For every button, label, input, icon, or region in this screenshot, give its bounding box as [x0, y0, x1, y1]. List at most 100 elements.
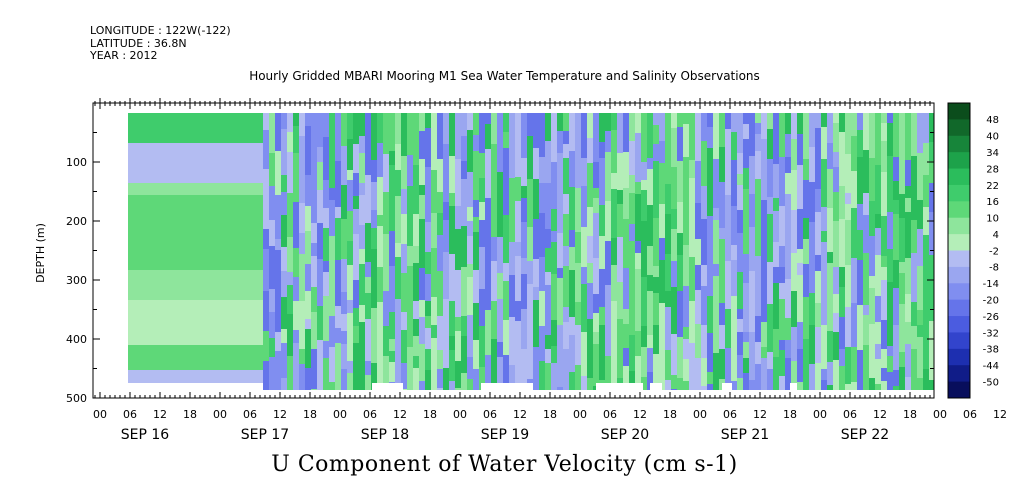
missing-data-gap	[481, 383, 533, 390]
heatmap-cell	[617, 113, 624, 153]
heatmap-cell	[881, 123, 888, 141]
heatmap-cell	[809, 147, 816, 182]
heatmap-cell	[731, 352, 738, 381]
heatmap-cell	[665, 380, 672, 390]
heatmap-cell	[263, 249, 270, 291]
heatmap-cell	[719, 325, 726, 349]
heatmap-cell	[581, 113, 588, 158]
heatmap-cell	[347, 361, 354, 373]
heatmap-cell	[557, 268, 564, 278]
heatmap-cell	[269, 113, 276, 143]
heatmap-cell	[785, 279, 792, 318]
heatmap-cell	[281, 215, 288, 247]
heatmap-cell	[761, 200, 768, 231]
heatmap-cell	[761, 113, 768, 139]
heatmap-cell	[521, 258, 528, 274]
heatmap-cell	[821, 231, 828, 242]
heatmap-cell	[869, 378, 876, 390]
heatmap-cell	[575, 113, 582, 143]
heatmap-cell	[497, 237, 504, 273]
heatmap-cell	[929, 161, 934, 183]
heatmap-cell	[341, 344, 348, 369]
missing-data-gap	[790, 383, 797, 390]
heatmap-cell	[809, 293, 816, 325]
heatmap-cell	[875, 296, 882, 322]
heatmap-cell	[587, 113, 594, 138]
heatmap-cell	[545, 183, 552, 205]
heatmap-cell	[773, 329, 780, 357]
heatmap-cell	[335, 161, 342, 207]
heatmap-cell	[293, 277, 300, 301]
heatmap-cell	[293, 248, 300, 277]
heatmap-cell	[287, 356, 294, 390]
heatmap-cell	[551, 231, 558, 242]
x-day-label: SEP 21	[721, 427, 769, 443]
heatmap-cell	[857, 230, 864, 260]
heatmap-cell	[599, 205, 606, 236]
heatmap-cell	[731, 113, 738, 132]
heatmap-cell	[731, 245, 738, 260]
colorbar-swatch	[948, 135, 970, 153]
heatmap-cell	[761, 231, 768, 273]
heatmap-cell	[791, 170, 798, 210]
heatmap-cell	[917, 325, 924, 337]
heatmap-cell	[629, 113, 636, 141]
heatmap-cell	[347, 265, 354, 288]
x-tick-label: 06	[963, 408, 977, 421]
x-tick-label: 12	[153, 408, 167, 421]
heatmap-cell	[827, 263, 834, 291]
heatmap-cell	[707, 296, 714, 321]
heatmap-cell	[437, 235, 444, 271]
heatmap-cell	[833, 379, 840, 390]
heatmap-cell	[305, 231, 312, 264]
heatmap-cell	[647, 169, 654, 205]
heatmap-cell	[809, 204, 816, 222]
heatmap-cell	[713, 159, 720, 176]
heatmap-cell	[695, 113, 702, 161]
heatmap-cell	[569, 230, 576, 247]
heatmap-cell	[557, 372, 564, 387]
heatmap-cell	[353, 326, 360, 343]
heatmap-cell	[575, 325, 582, 365]
heatmap-cell	[647, 291, 654, 335]
heatmap-cell	[329, 200, 336, 236]
heatmap-cell	[899, 273, 906, 304]
heatmap-cell	[269, 153, 276, 186]
heatmap-cell	[317, 239, 324, 259]
heatmap-cell	[371, 249, 378, 269]
heatmap-cell	[821, 127, 828, 159]
heatmap-cell	[611, 173, 618, 189]
heatmap-cell	[905, 212, 912, 258]
heatmap-cell	[299, 170, 306, 203]
heatmap-cell	[467, 113, 474, 130]
heatmap-cell	[773, 123, 780, 164]
heatmap-cell	[497, 196, 504, 237]
heatmap-cell	[425, 222, 432, 252]
heatmap-cell	[677, 113, 684, 127]
heatmap-cell	[671, 287, 678, 334]
heatmap-cell	[833, 221, 840, 257]
heatmap-cell	[881, 172, 888, 216]
heatmap-cell	[623, 348, 630, 366]
heatmap-cell	[389, 113, 396, 151]
heatmap-cell	[641, 190, 648, 221]
heatmap-cell	[671, 113, 678, 128]
heatmap-cell	[689, 343, 696, 390]
heatmap-cell	[527, 179, 534, 227]
heatmap-cell	[815, 303, 822, 327]
colorbar-swatch	[948, 250, 970, 268]
heatmap-cell	[923, 356, 930, 369]
heatmap-cell	[425, 128, 432, 167]
heatmap-cell	[443, 220, 450, 252]
heatmap-cell	[431, 213, 438, 248]
x-tick-label: 18	[663, 408, 677, 421]
heatmap-cell	[287, 132, 294, 152]
heatmap-cell	[263, 130, 270, 169]
heatmap-cell	[419, 131, 426, 159]
heatmap-cell	[485, 113, 492, 124]
heatmap-cell	[689, 113, 696, 160]
heatmap-cell	[587, 378, 594, 390]
heatmap-cell	[617, 190, 624, 204]
heatmap-cell	[383, 192, 390, 234]
heatmap-cell	[599, 307, 606, 325]
